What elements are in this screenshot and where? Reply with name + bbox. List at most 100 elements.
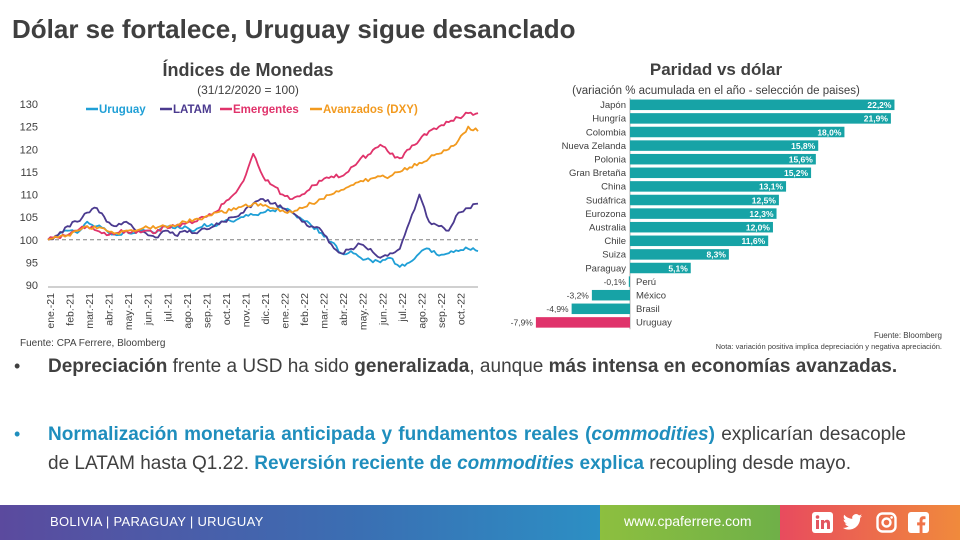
line-chart: Índices de Monedas (31/12/2020 = 100) 90 95… — [20, 59, 479, 349]
bullet-1-t5: más intensa en economías avanzadas. — [548, 356, 898, 377]
x-tick-label: feb.-21 — [65, 293, 77, 326]
bar-chart: Paridad vs dólar (variación % acumulada e… — [511, 60, 942, 351]
footer-band-mid — [600, 505, 780, 540]
bar-category-label: Nueva Zelanda — [562, 141, 627, 152]
x-tick-label: feb.-22 — [299, 293, 311, 326]
bullet-2-t4: explicarían desacople de LATAM hasta Q1.… — [48, 424, 906, 474]
bar-value-label: -0,1% — [604, 277, 627, 287]
x-tick-label: may.-21 — [123, 293, 135, 330]
x-tick-label: oct.-22 — [455, 293, 467, 325]
bar-category-label: Suiza — [602, 250, 626, 261]
bar — [630, 113, 891, 124]
legend-label: Emergentes — [233, 104, 299, 116]
bar-category-label: Colombia — [586, 127, 627, 138]
bar-value-label: -3,2% — [567, 290, 590, 300]
bar-value-label: 21,9% — [864, 114, 889, 124]
bar-category-label: Eurozona — [585, 209, 626, 220]
bar — [630, 181, 787, 192]
bar-value-label: 8,3% — [707, 250, 727, 260]
bar-category-label: Chile — [604, 236, 626, 247]
y-tick-label: 105 — [20, 212, 38, 224]
bullet-dot-2: • — [14, 424, 21, 444]
y-tick-label: 110 — [20, 190, 38, 202]
bullet-dot: • — [14, 356, 21, 376]
bullet-1: • Depreciación frente a USD ha sido gene… — [14, 352, 906, 381]
bullet-2-t1: Normalización monetaria anticipada y fun… — [48, 424, 592, 445]
y-tick-label: 130 — [20, 99, 38, 111]
y-tick-label: 125 — [20, 122, 38, 134]
bar — [591, 289, 630, 301]
bar-value-label: 15,2% — [784, 168, 809, 178]
legend-label: Avanzados (DXY) — [323, 104, 418, 116]
bar — [630, 167, 812, 179]
twitter-icon[interactable] — [842, 512, 863, 533]
y-tick-label: 120 — [20, 144, 38, 156]
x-tick-label: mar.-22 — [319, 293, 331, 329]
series-line-uruguay — [47, 205, 479, 268]
x-tick-label: nov.-21 — [240, 293, 252, 327]
bar-value-label: 12,3% — [749, 209, 774, 219]
bullet-2-t5: Reversión reciente de — [254, 453, 458, 474]
bar — [630, 249, 729, 260]
x-tick-label: jul.-22 — [397, 293, 409, 323]
footer-website-link[interactable]: www.cpaferrere.com — [624, 513, 752, 529]
bar-category-label: México — [636, 290, 666, 301]
bar-category-label: Australia — [589, 222, 627, 233]
linkedin-icon[interactable] — [812, 512, 833, 533]
bar-value-label: 11,6% — [742, 236, 766, 246]
line-chart-subtitle: (31/12/2020 = 100) — [197, 83, 299, 97]
bullet-1-t2: frente a USD ha sido — [167, 356, 355, 377]
series-line-latam — [47, 193, 479, 259]
series-line-avanzados-dxy- — [47, 125, 479, 241]
bar — [630, 99, 895, 111]
bar-chart-title: Paridad vs dólar — [650, 60, 783, 79]
legend-label: LATAM — [173, 104, 212, 116]
bar-category-label: Japón — [600, 100, 626, 111]
x-tick-label: ene.-22 — [280, 293, 292, 329]
footer-band-left: BOLIVIA | PARAGUAY | URUGUAY — [0, 505, 600, 540]
x-tick-label: jun.-21 — [143, 293, 155, 326]
bar-value-label: 12,0% — [746, 222, 771, 232]
x-tick-label: ago.-21 — [182, 293, 194, 329]
bar-category-label: Brasil — [636, 304, 660, 315]
bar — [630, 126, 845, 138]
bar — [535, 317, 630, 328]
bullet-2-t6: commodities — [457, 453, 575, 474]
bar — [630, 208, 777, 219]
bullet-1-t3: generalizada — [354, 356, 470, 377]
bar-category-label: China — [601, 182, 627, 193]
bar — [630, 153, 816, 165]
bullet-2-t3: ) — [708, 424, 715, 445]
bar-category-label: Hungría — [592, 114, 627, 125]
series-line-emergentes — [47, 111, 479, 241]
footer-countries: BOLIVIA | PARAGUAY | URUGUAY — [50, 514, 264, 529]
y-tick-label: 90 — [26, 280, 38, 292]
x-tick-label: ago.-22 — [416, 293, 428, 329]
legend-label: Uruguay — [99, 104, 146, 116]
bar — [630, 262, 691, 274]
bar-value-label: -4,9% — [546, 304, 569, 314]
bullet-2: • Normalización monetaria anticipada y f… — [14, 420, 906, 478]
bar-category-label: Sudáfrica — [586, 195, 627, 206]
line-chart-source: Fuente: CPA Ferrere, Bloomberg — [20, 338, 165, 349]
bar-chart-source: Fuente: Bloomberg — [874, 331, 942, 340]
bar-category-label: Polonia — [594, 154, 626, 165]
x-tick-label: dic.-21 — [260, 293, 272, 325]
x-tick-label: may.-22 — [358, 293, 370, 330]
bar — [630, 235, 769, 247]
bar-value-label: 15,8% — [791, 141, 816, 151]
bar — [630, 194, 779, 206]
page-title: Dólar se fortalece, Uruguay sigue desanc… — [12, 14, 576, 44]
x-tick-label: jun.-22 — [377, 293, 389, 326]
x-tick-label: mar.-21 — [84, 293, 96, 329]
facebook-icon[interactable] — [908, 512, 929, 533]
line-chart-title: Índices de Monedas — [162, 59, 333, 80]
x-tick-label: sep.-22 — [436, 293, 448, 328]
x-tick-label: ene.-21 — [45, 293, 57, 329]
bar — [630, 221, 773, 233]
bar — [630, 140, 819, 151]
bar — [628, 276, 630, 287]
instagram-icon[interactable] — [876, 512, 897, 533]
bar-chart-note: Nota: variación positiva implica depreci… — [716, 342, 942, 351]
footer-band-right — [780, 505, 960, 540]
